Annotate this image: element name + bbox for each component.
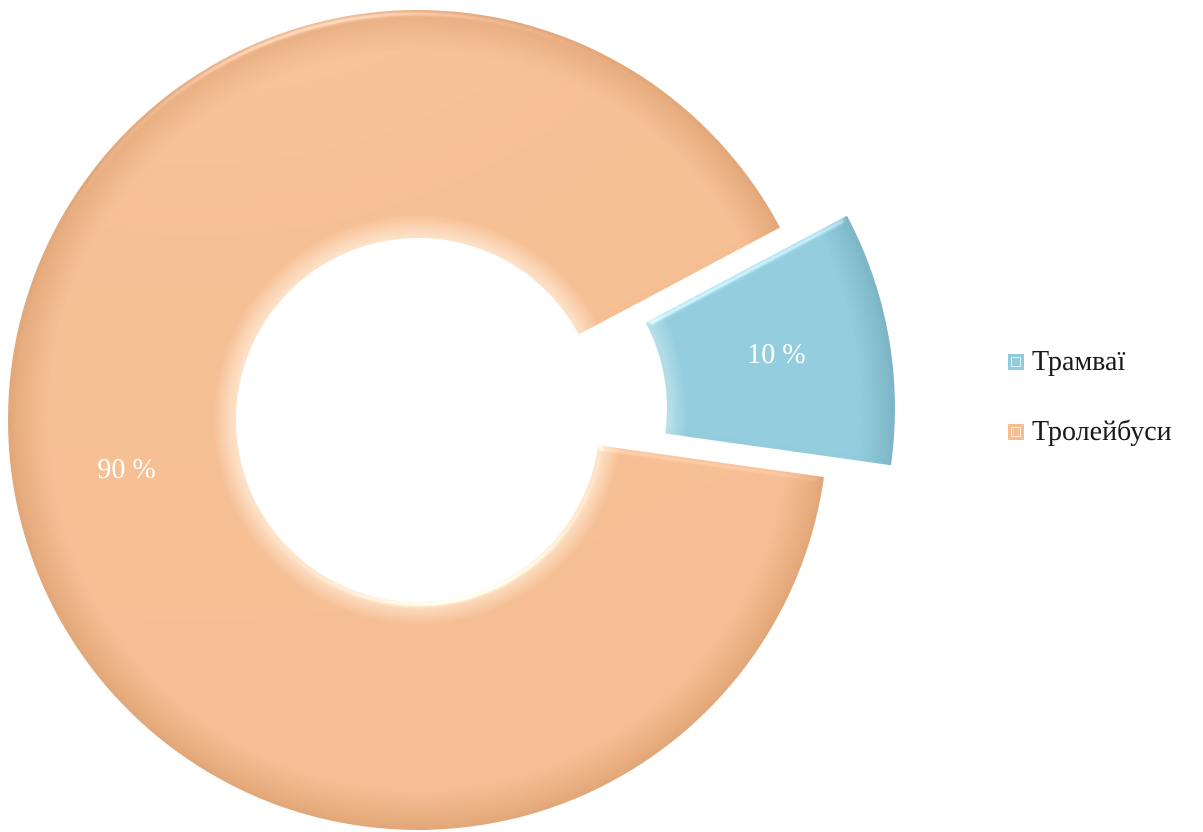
legend-swatch-tram	[1008, 354, 1024, 370]
data-label-tram: 10 %	[747, 339, 805, 370]
legend-swatch-trolleybus	[1008, 424, 1024, 440]
legend-label-tram: Трамваї	[1032, 346, 1126, 377]
slice-trolleybus	[7, 9, 825, 830]
legend-label-trolleybus: Тролейбуси	[1032, 416, 1172, 447]
legend: Трамваї Тролейбуси	[1008, 342, 1172, 482]
data-label-trolleybus: 90 %	[97, 454, 155, 485]
legend-item-trolleybus: Тролейбуси	[1008, 412, 1172, 452]
slice-tram	[645, 215, 895, 466]
legend-item-tram: Трамваї	[1008, 342, 1172, 382]
